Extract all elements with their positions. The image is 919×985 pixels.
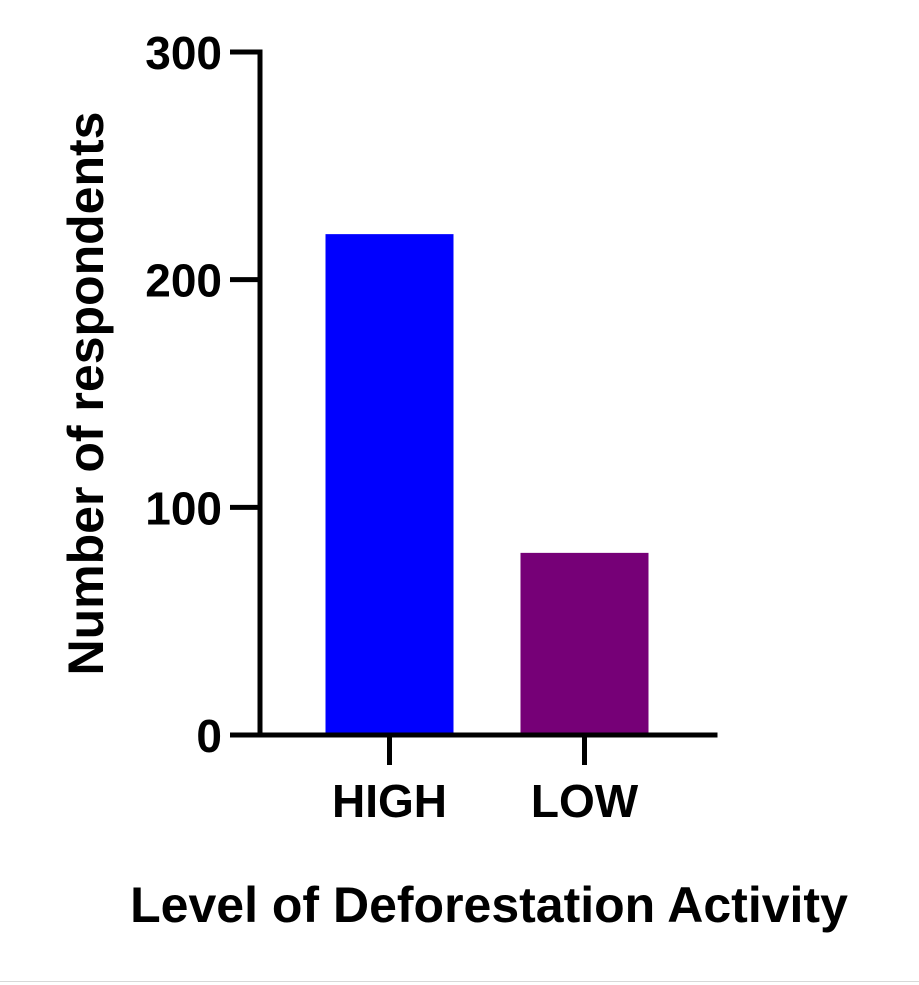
x-tick-label: HIGH — [332, 775, 447, 827]
x-ticks-group: HIGH LOW — [332, 735, 639, 827]
y-axis-label: Number of respondents — [58, 112, 114, 676]
bar-high — [325, 234, 454, 735]
y-tick-label: 0 — [196, 710, 222, 762]
x-tick-label: LOW — [531, 775, 639, 827]
bottom-divider — [0, 981, 919, 982]
y-tick-label: 100 — [145, 482, 222, 534]
y-ticks-group: 0 100 200 300 — [145, 27, 260, 762]
bars-group — [325, 234, 649, 735]
x-axis-label: Level of Deforestation Activity — [130, 877, 848, 933]
y-tick-label: 200 — [145, 255, 222, 307]
y-tick-label: 300 — [145, 27, 222, 79]
bar-low — [520, 552, 649, 735]
axes-group — [257, 49, 718, 738]
